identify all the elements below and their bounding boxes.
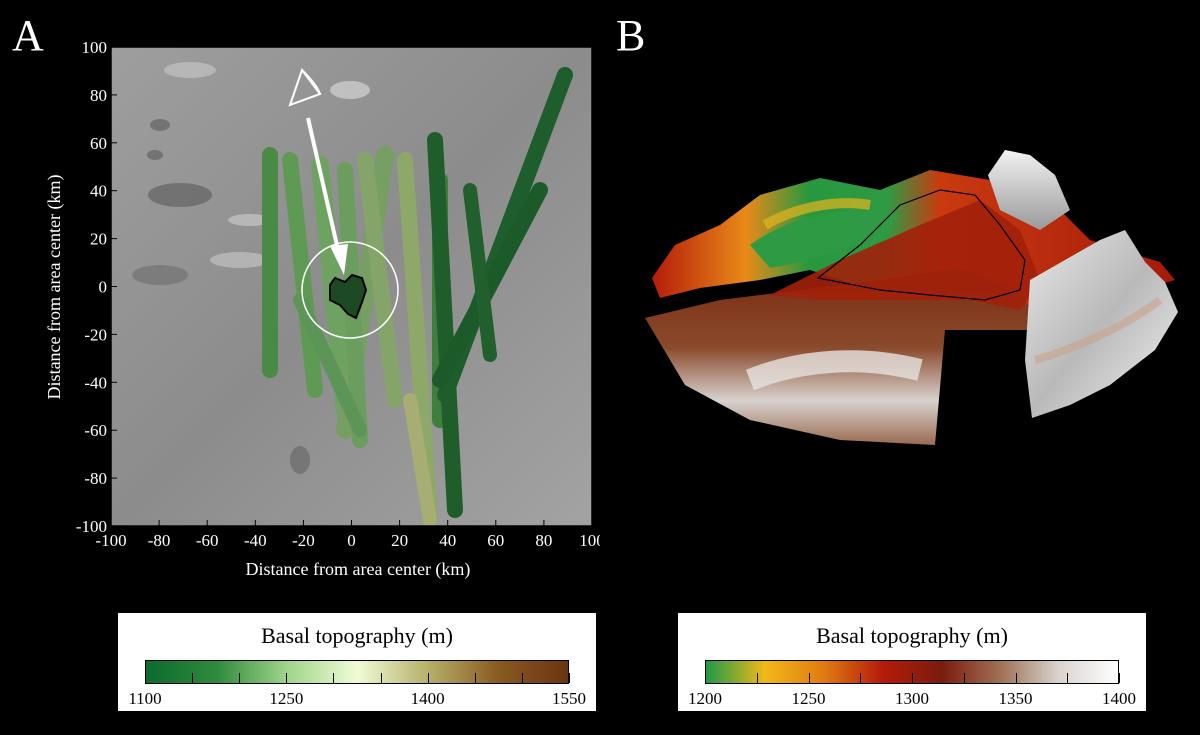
colorbar-tick-label: 1300 bbox=[895, 689, 929, 708]
y-tick-label: -80 bbox=[84, 469, 107, 488]
colorbar-tick-label: 1250 bbox=[791, 689, 826, 708]
lake-outline bbox=[329, 273, 368, 320]
y-tick-label: -100 bbox=[76, 517, 107, 536]
x-tick-label: 40 bbox=[439, 531, 456, 550]
colorbar-minor-tick bbox=[239, 673, 241, 683]
x-tick-label: 60 bbox=[487, 531, 504, 550]
panel-b-surface bbox=[645, 150, 1178, 445]
colorbar-b-title: Basal topography (m) bbox=[816, 623, 1008, 648]
panel-a-letter: A bbox=[12, 11, 44, 60]
colorbar-minor-tick bbox=[808, 673, 810, 683]
colorbar-minor-tick bbox=[860, 673, 862, 683]
x-tick-label: 100 bbox=[579, 531, 600, 550]
x-tick-label: 0 bbox=[347, 531, 356, 550]
x-tick-label: -100 bbox=[95, 531, 126, 550]
colorbar-a: Basal topography (m) 1100 1250 1400 1550 bbox=[118, 613, 596, 711]
y-tick-label: 60 bbox=[90, 134, 107, 153]
colorbar-tick-label: 1200 bbox=[688, 689, 722, 708]
y-tick-label: 40 bbox=[90, 182, 107, 201]
colorbar-minor-tick bbox=[1015, 673, 1017, 683]
y-tick-label: 100 bbox=[82, 38, 108, 57]
y-tick-label: -60 bbox=[84, 421, 107, 440]
panel-b-letter: B bbox=[616, 11, 646, 60]
colorbar-minor-tick bbox=[912, 673, 913, 683]
colorbar-minor-tick bbox=[963, 673, 965, 683]
colorbar-minor-tick bbox=[474, 673, 476, 683]
colorbar-tick-label: 1350 bbox=[998, 689, 1033, 708]
colorbar-minor-tick bbox=[286, 673, 288, 683]
colorbar-a-title: Basal topography (m) bbox=[261, 623, 453, 648]
colorbar-b: Basal topography (m) 1200 1250 1300 1350 140… bbox=[678, 613, 1146, 711]
axis-ticks bbox=[110, 46, 593, 527]
x-tick-label: 80 bbox=[535, 531, 552, 550]
colorbar-minor-tick bbox=[1067, 673, 1069, 683]
x-tick-label: -40 bbox=[244, 531, 267, 550]
viewpoint-arrow bbox=[288, 67, 348, 275]
y-tick-label: -20 bbox=[84, 325, 107, 344]
colorbar-minor-tick bbox=[380, 673, 382, 683]
y-tick-label: 20 bbox=[90, 230, 107, 249]
colorbar-minor-tick bbox=[333, 673, 335, 683]
study-area-circle bbox=[301, 241, 399, 339]
x-tick-label: -20 bbox=[292, 531, 315, 550]
colorbar-tick-label: 1100 bbox=[128, 689, 162, 708]
colorbar-minor-tick bbox=[756, 673, 758, 683]
colorbar-minor-tick bbox=[145, 673, 146, 683]
x-tick-label: -80 bbox=[148, 531, 171, 550]
colorbar-minor-tick bbox=[705, 673, 706, 683]
colorbar-minor-tick bbox=[569, 673, 570, 683]
x-tick-label: 20 bbox=[391, 531, 408, 550]
x-tick-label: -60 bbox=[196, 531, 219, 550]
surface-right-segment bbox=[1025, 230, 1178, 418]
y-tick-label: 0 bbox=[99, 278, 108, 297]
surface-peak bbox=[988, 150, 1070, 230]
colorbar-tick-label: 1400 bbox=[1102, 689, 1136, 708]
colorbar-a-gradient bbox=[145, 660, 569, 684]
y-axis-label: Distance from area center (km) bbox=[44, 175, 65, 400]
colorbar-minor-tick bbox=[192, 673, 194, 683]
colorbar-minor-tick bbox=[521, 673, 523, 683]
x-tick-labels: -100 -80 -60 -40 -20 0 20 40 60 80 100 bbox=[95, 531, 600, 550]
panel-a-map: -100 -80 -60 -40 -20 0 20 40 60 80 100 100 80 60 40 20… bbox=[44, 38, 600, 580]
lake-outline-3d bbox=[816, 189, 1026, 301]
colorbar-tick-label: 1550 bbox=[552, 689, 586, 708]
colorbar-tick-label: 1250 bbox=[269, 689, 304, 708]
colorbar-tick-label: 1400 bbox=[410, 689, 445, 708]
y-tick-labels: 100 80 60 40 20 0 -20 -40 -60 -80 -100 bbox=[76, 38, 107, 536]
y-tick-label: -40 bbox=[84, 373, 107, 392]
y-tick-label: 80 bbox=[90, 86, 107, 105]
colorbar-minor-tick bbox=[427, 673, 429, 683]
x-axis-label: Distance from area center (km) bbox=[246, 559, 471, 580]
colorbar-minor-tick bbox=[1119, 673, 1120, 683]
imagery-features bbox=[132, 62, 370, 474]
